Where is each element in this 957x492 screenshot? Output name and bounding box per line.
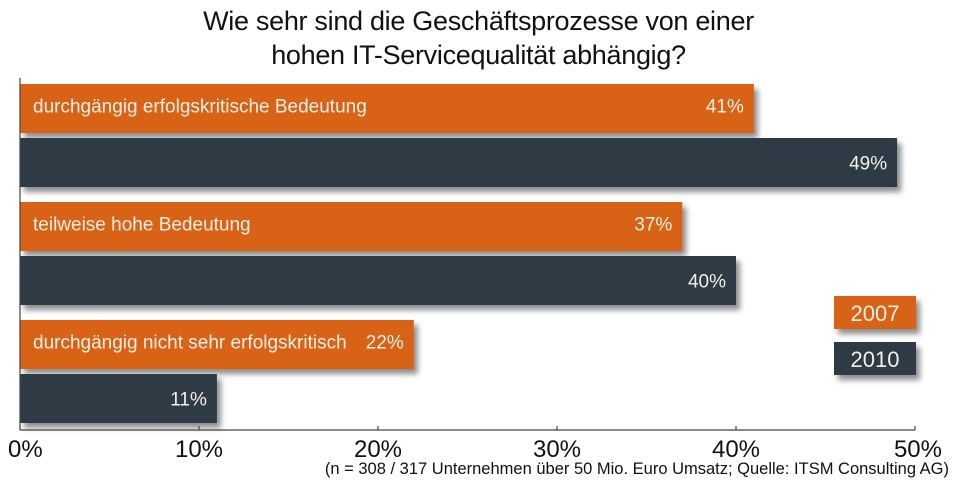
x-tick-label-30: 30% xyxy=(533,436,581,463)
x-tick-label-10: 10% xyxy=(175,436,223,463)
legend-label-2010: 2010 xyxy=(851,347,900,372)
category-label-1: durchgängig erfolgskritische Bedeutung xyxy=(33,97,367,118)
value-label-2010-3: 11% xyxy=(170,390,207,411)
category-label-2: teilweise hohe Bedeutung xyxy=(33,215,251,236)
bars-layer: 41% durchgängig erfolgskritische Bedeutun… xyxy=(20,84,898,423)
bar-2007-1 xyxy=(20,84,754,133)
category-label-3: durchgängig nicht sehr erfolgskritisch xyxy=(33,333,347,354)
bar-2010-3 xyxy=(20,374,217,423)
x-tick-label-0: 0% xyxy=(8,436,43,463)
bar-2007-3 xyxy=(20,320,414,369)
value-label-2007-3: 22% xyxy=(366,333,404,354)
bar-2010-2 xyxy=(20,256,736,305)
legend-label-2007: 2007 xyxy=(851,301,900,326)
legend: 2007 2010 xyxy=(834,296,916,375)
bar-2007-2 xyxy=(20,202,683,251)
legend-swatch-2010 xyxy=(834,342,916,375)
x-tick-label-20: 20% xyxy=(354,436,402,463)
chart-title-line-2: hohen IT-Servicequalität abhängig? xyxy=(271,40,686,70)
chart-footnote: (n = 308 / 317 Unternehmen über 50 Mio. … xyxy=(324,460,949,478)
value-label-2007-2: 37% xyxy=(634,215,672,236)
bar-2010-1 xyxy=(20,138,898,187)
value-label-2007-1: 41% xyxy=(706,97,744,118)
chart-title-line-1: Wie sehr sind die Geschäftsprozesse von … xyxy=(203,6,754,36)
value-label-2010-2: 40% xyxy=(688,272,726,293)
x-tick-label-50: 50% xyxy=(894,436,942,463)
legend-swatch-2007 xyxy=(834,296,916,329)
chart-title: Wie sehr sind die Geschäftsprozesse von … xyxy=(0,4,957,72)
value-label-2010-1: 49% xyxy=(849,154,887,175)
x-tick-label-40: 40% xyxy=(712,436,760,463)
x-axis: 0% 10% 20% 30% 40% 50% xyxy=(8,78,942,463)
